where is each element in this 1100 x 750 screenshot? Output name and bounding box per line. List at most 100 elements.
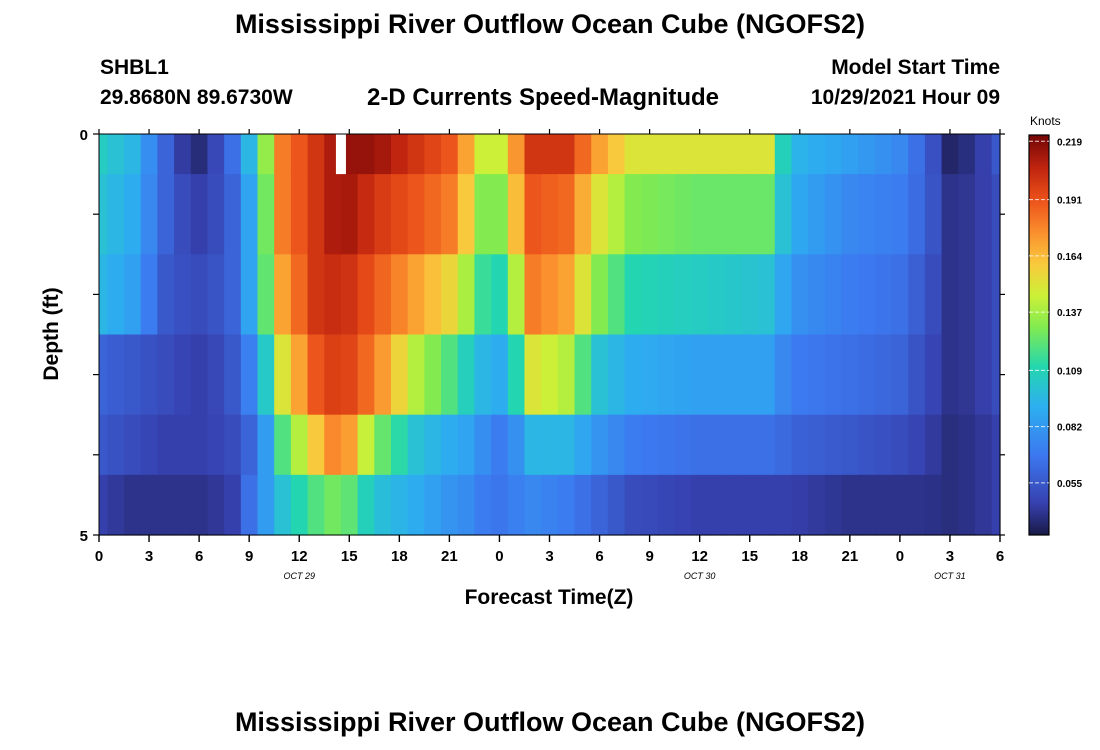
heatmap-cell <box>924 474 943 536</box>
heatmap-cell <box>240 334 259 416</box>
heatmap-cell <box>274 134 292 175</box>
heatmap-cell <box>557 254 576 336</box>
date-labels: OCT 29 OCT 30 OCT 31 <box>283 571 965 581</box>
heatmap-cell <box>390 414 409 476</box>
heatmap-cell <box>724 174 742 255</box>
heatmap-cell <box>974 134 993 175</box>
x-tick-label: 6 <box>595 548 603 565</box>
heatmap-cell <box>557 414 576 476</box>
heatmap-cell <box>190 134 209 175</box>
chart-title: Mississippi River Outflow Ocean Cube (NG… <box>234 9 866 39</box>
heatmap-cell <box>240 174 259 255</box>
heatmap-cell <box>324 334 342 416</box>
heatmap-cell <box>657 254 676 336</box>
heatmap-cell <box>758 174 776 255</box>
heatmap-cell <box>474 134 492 175</box>
heatmap-cell <box>257 334 275 416</box>
heatmap-cell <box>708 334 726 416</box>
heatmap-cell <box>307 414 325 476</box>
y-axis-label: Depth (ft) <box>40 287 63 380</box>
heatmap-cell <box>390 134 409 175</box>
heatmap-cell <box>908 414 926 476</box>
heatmap-cell <box>207 474 225 536</box>
heatmap-cell <box>758 254 776 336</box>
heatmap-cell <box>107 254 125 336</box>
heatmap-cell <box>124 414 142 476</box>
heatmap-cell <box>674 474 692 536</box>
x-tick-label: 6 <box>195 548 203 565</box>
heatmap-cell <box>107 334 125 416</box>
x-tick-label: 0 <box>896 548 904 565</box>
x-tick-label: 18 <box>391 548 408 565</box>
heatmap-cell <box>441 254 459 336</box>
heatmap-cell <box>491 334 509 416</box>
y-axis-tick-labels: 05 <box>80 127 88 545</box>
heatmap-cell <box>674 134 692 175</box>
colorbar-label: Knots <box>1030 114 1061 128</box>
heatmap-cell <box>174 474 192 536</box>
heatmap-cell <box>290 334 309 416</box>
heatmap-cell <box>758 474 776 536</box>
heatmap-cell <box>124 474 142 536</box>
heatmap-cell <box>708 414 726 476</box>
heatmap-cell <box>240 474 259 536</box>
heatmap-cell <box>574 474 592 536</box>
heatmap-cell <box>491 414 509 476</box>
heatmap-cell <box>991 134 1001 175</box>
heatmap-cell <box>874 414 893 476</box>
heatmap-cell <box>641 334 659 416</box>
heatmap-cell <box>107 414 125 476</box>
heatmap-cell <box>974 254 993 336</box>
heatmap-cell <box>99 134 108 175</box>
heatmap-cell <box>274 414 292 476</box>
heatmap-cells <box>99 134 1001 536</box>
heatmap-cell <box>557 474 576 536</box>
heatmap-cell <box>808 134 826 175</box>
heatmap-cell <box>174 174 192 255</box>
heatmap-cell <box>424 174 442 255</box>
heatmap-cell <box>674 334 692 416</box>
heatmap-cell <box>724 134 742 175</box>
y-tick-label: 0 <box>80 127 88 144</box>
heatmap-cell <box>641 414 659 476</box>
heatmap-cell <box>724 334 742 416</box>
heatmap-cell <box>941 334 959 416</box>
x-axis-label: Forecast Time(Z) <box>465 586 634 609</box>
heatmap-cell <box>224 254 242 336</box>
heatmap-cell <box>474 174 492 255</box>
heatmap-cell <box>691 474 709 536</box>
heatmap-cell <box>991 334 1001 416</box>
heatmap-cell <box>791 414 809 476</box>
heatmap-cell <box>908 474 926 536</box>
heatmap-cell <box>207 334 225 416</box>
x-tick-label: 3 <box>946 548 954 565</box>
heatmap-cell <box>774 414 793 476</box>
x-tick-label: 9 <box>245 548 253 565</box>
heatmap-cell <box>507 474 526 536</box>
heatmap-cell <box>974 474 993 536</box>
heatmap-cell <box>390 474 409 536</box>
heatmap-cell <box>174 414 192 476</box>
heatmap-cell <box>641 474 659 536</box>
heatmap-cell <box>791 474 809 536</box>
heatmap-cell <box>724 474 742 536</box>
heatmap-cell <box>557 134 576 175</box>
heatmap-cell <box>340 254 359 336</box>
heatmap-cell <box>591 254 609 336</box>
heatmap-cell <box>390 254 409 336</box>
heatmap-cell <box>307 474 325 536</box>
heatmap-cell <box>190 174 209 255</box>
heatmap-cell <box>774 174 793 255</box>
heatmap-cell <box>557 174 576 255</box>
heatmap-cell <box>357 174 375 255</box>
heatmap-cell <box>524 254 542 336</box>
heatmap-cell <box>791 134 809 175</box>
heatmap-cell <box>974 334 993 416</box>
heatmap-cell <box>407 414 425 476</box>
heatmap-cell <box>574 334 592 416</box>
heatmap-cell <box>991 474 1001 536</box>
heatmap-cell <box>424 474 442 536</box>
x-tick-label: 15 <box>341 548 358 565</box>
heatmap-cell <box>240 134 259 175</box>
heatmap-cell <box>841 414 859 476</box>
